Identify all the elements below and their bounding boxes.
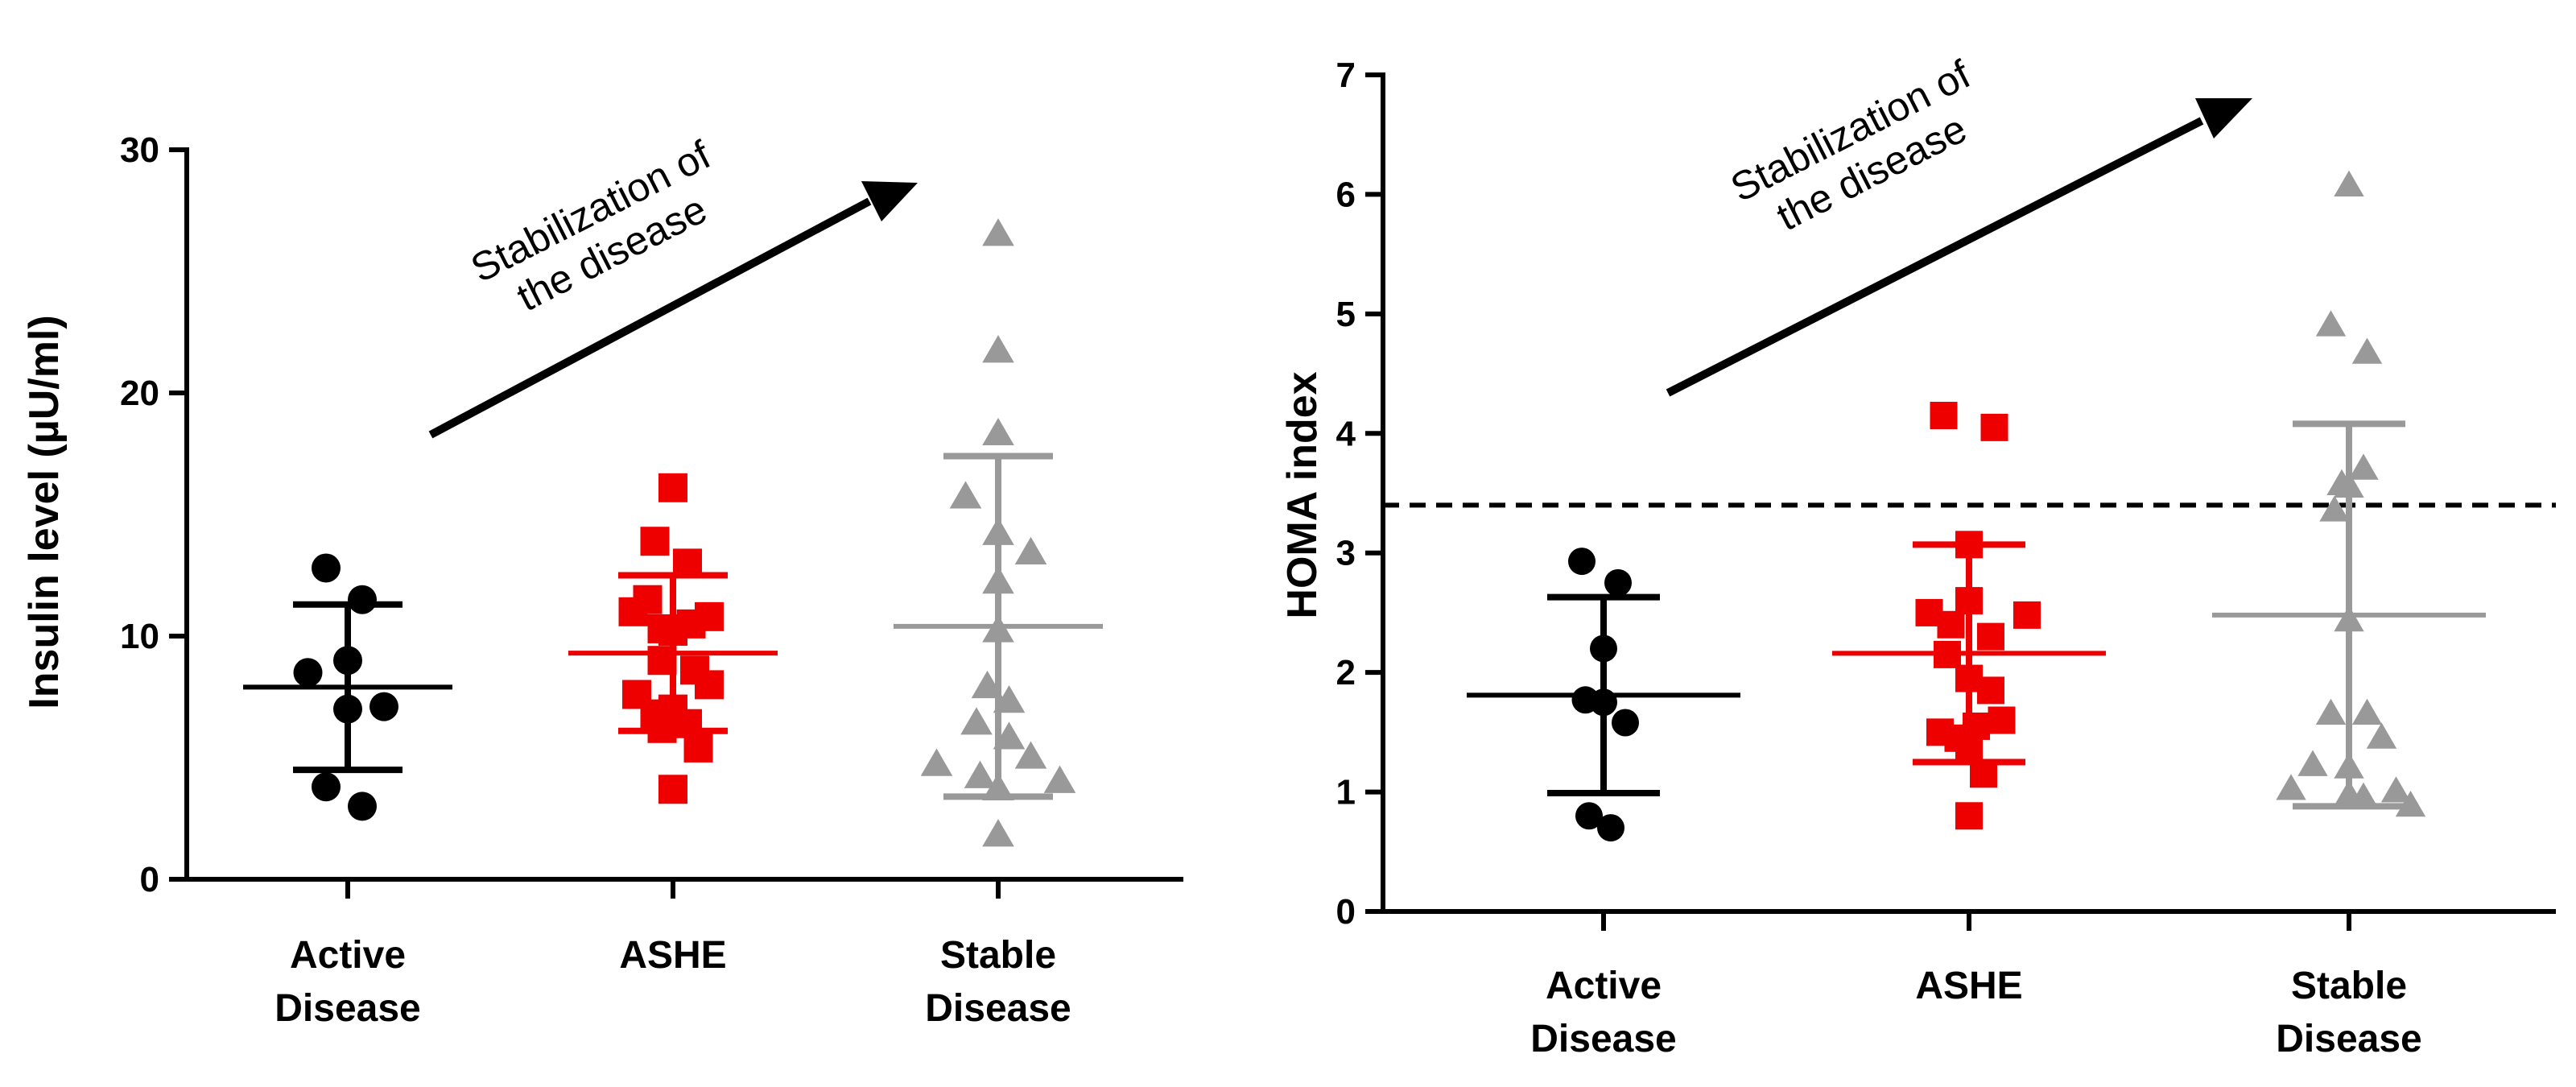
insulin-stable-disease-point-14 xyxy=(920,748,953,776)
homa-annotation: Stabilization of the disease xyxy=(1724,52,1977,239)
insulin-category-label-ashe: ASHE xyxy=(619,934,726,977)
homa-category-label-ashe: ASHE xyxy=(1915,965,2022,1007)
homa-stable-disease-point-9 xyxy=(2315,698,2347,725)
insulin-category-label-active-line2: Disease xyxy=(275,987,420,1030)
homa-active-disease-point-8 xyxy=(1597,814,1624,842)
insulin-stable-disease-point-18 xyxy=(982,819,1014,847)
homa-stable-disease-point-14 xyxy=(2276,774,2306,800)
insulin-trend-arrow-head xyxy=(861,181,918,221)
insulin-ashe-point-19 xyxy=(658,775,687,804)
insulin-category-label-stable-line2: Disease xyxy=(925,987,1071,1030)
insulin-category-label-stable-line1: Stable xyxy=(940,934,1056,977)
insulin-ashe-point-12 xyxy=(695,670,724,700)
homa-y-tick-label-7: 7 xyxy=(1336,56,1356,95)
insulin-active-disease-point-1 xyxy=(312,553,341,583)
homa-stable-disease-point-18 xyxy=(2395,791,2426,817)
insulin-stable-disease-point-16 xyxy=(1043,765,1076,793)
insulin-active-disease-point-2 xyxy=(348,585,377,614)
insulin-stable-disease-point-15 xyxy=(964,760,997,788)
homa-y-tick-label-0: 0 xyxy=(1336,892,1356,932)
homa-active-disease-series xyxy=(1467,548,1740,842)
insulin-annotation: Stabilization of the disease xyxy=(464,132,717,320)
homa-stable-disease-point-11 xyxy=(2366,722,2397,749)
insulin-ashe-point-18 xyxy=(683,733,713,763)
homa-ashe-series xyxy=(1832,402,2106,830)
homa-ashe-point-12 xyxy=(1988,706,2016,734)
insulin-stable-disease-point-3 xyxy=(982,417,1014,446)
homa-trend-arrow-shaft xyxy=(1666,117,2204,397)
homa-y-tick-label-6: 6 xyxy=(1336,175,1356,214)
insulin-stable-disease-point-13 xyxy=(1014,741,1047,769)
homa-y-tick-label-2: 2 xyxy=(1336,653,1356,692)
homa-y-tick-label-4: 4 xyxy=(1336,414,1356,453)
homa-category-label-active-line1: Active xyxy=(1546,965,1662,1007)
insulin-stable-disease-point-11 xyxy=(960,707,993,735)
homa-ashe-point-11 xyxy=(1977,676,2004,705)
homa-axes xyxy=(1381,72,2556,931)
homa-category-label-stable-line1: Stable xyxy=(2291,965,2407,1007)
homa-stable-disease-point-15 xyxy=(2380,776,2412,803)
homa-category-label-stable-line2: Disease xyxy=(2276,1018,2421,1060)
homa-ashe-point-18 xyxy=(1955,802,1983,830)
insulin-stable-disease-point-1 xyxy=(982,218,1014,246)
insulin-panel: Insulin level (µU/ml) 0 10 20 30 Active Dis… xyxy=(21,130,1183,1030)
insulin-active-disease-point-7 xyxy=(312,772,341,802)
homa-y-tick-label-1: 1 xyxy=(1336,773,1356,812)
homa-y-tick-label-3: 3 xyxy=(1336,534,1356,573)
homa-stable-disease-point-2 xyxy=(2315,310,2347,337)
homa-active-disease-point-7 xyxy=(1575,802,1603,830)
insulin-y-tick-label-20: 20 xyxy=(120,374,159,413)
insulin-active-disease-point-4 xyxy=(293,658,323,688)
homa-stable-disease-point-3 xyxy=(2351,337,2383,364)
homa-stable-disease-series xyxy=(2212,170,2486,817)
insulin-data-marks xyxy=(243,218,1103,847)
homa-ashe-point-1 xyxy=(1930,402,1958,430)
homa-ashe-point-7 xyxy=(1937,610,1965,639)
homa-category-label-active-line2: Disease xyxy=(1530,1018,1676,1060)
insulin-active-disease-point-8 xyxy=(348,791,377,821)
insulin-stable-disease-point-6 xyxy=(1014,536,1047,564)
homa-ashe-point-8 xyxy=(1977,622,2004,651)
homa-ashe-point-2 xyxy=(1980,413,2008,441)
insulin-ashe-point-1 xyxy=(658,473,687,502)
insulin-y-ticks: 0 10 20 30 xyxy=(120,130,187,899)
insulin-ashe-point-2 xyxy=(640,527,670,556)
insulin-active-disease-point-6 xyxy=(369,692,398,721)
insulin-stable-disease-point-2 xyxy=(982,335,1014,363)
insulin-axes xyxy=(184,147,1183,899)
homa-y-axis-label: HOMA index xyxy=(1279,371,1326,618)
homa-stable-disease-point-4 xyxy=(2348,453,2379,480)
homa-stable-disease-point-12 xyxy=(2297,750,2328,776)
homa-y-ticks: 0 1 2 3 4 5 6 7 xyxy=(1336,56,1383,932)
homa-trend-arrow-head xyxy=(2195,98,2252,138)
homa-active-disease-point-1 xyxy=(1568,548,1596,576)
homa-stable-disease-point-1 xyxy=(2334,170,2364,196)
insulin-y-axis-label: Insulin level (µU/ml) xyxy=(21,315,68,709)
insulin-y-tick-label-30: 30 xyxy=(120,130,159,170)
homa-y-tick-label-5: 5 xyxy=(1336,295,1356,334)
insulin-category-label-active-line1: Active xyxy=(290,934,406,977)
homa-stable-disease-point-17 xyxy=(2348,782,2379,808)
insulin-ashe-series xyxy=(568,473,778,804)
homa-active-disease-point-2 xyxy=(1604,568,1632,597)
insulin-y-tick-label-0: 0 xyxy=(140,860,159,899)
insulin-y-tick-label-10: 10 xyxy=(120,617,159,656)
homa-active-disease-point-6 xyxy=(1612,709,1639,737)
homa-data-marks xyxy=(1467,170,2486,842)
insulin-stable-disease-series xyxy=(894,218,1103,847)
homa-stable-disease-point-10 xyxy=(2351,698,2383,725)
homa-ashe-point-6 xyxy=(2013,601,2041,629)
insulin-active-disease-series xyxy=(243,553,452,821)
insulin-trend-arrow-shaft xyxy=(428,197,872,439)
homa-stable-disease-point-7 xyxy=(2319,495,2350,522)
insulin-ashe-point-5 xyxy=(618,597,648,626)
insulin-stable-disease-point-4 xyxy=(949,481,982,509)
